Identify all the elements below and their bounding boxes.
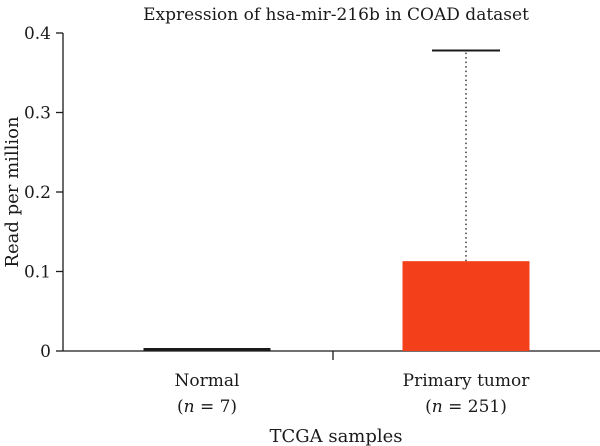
y-tick-label: 0.1 xyxy=(24,263,51,283)
category-label: Normal xyxy=(175,371,240,391)
bar-primary-tumor xyxy=(402,261,530,351)
category-n-label: (n = 251) xyxy=(425,397,507,417)
category-n-label: (n = 7) xyxy=(177,397,237,417)
y-axis: 0 0.1 0.2 0.3 0.4 xyxy=(24,24,64,362)
category-labels: Normal (n = 7) Primary tumor (n = 251) xyxy=(175,371,531,417)
bar-normal xyxy=(143,348,271,351)
x-axis-title: TCGA samples xyxy=(269,426,402,446)
x-axis xyxy=(63,350,600,360)
bars xyxy=(143,261,530,351)
y-axis-title: Read per million xyxy=(2,116,23,268)
y-tick-label: 0.3 xyxy=(24,104,51,124)
chart-title: Expression of hsa-mir-216b in COAD datas… xyxy=(143,5,529,25)
category-label: Primary tumor xyxy=(403,371,531,391)
y-tick-label: 0 xyxy=(40,342,51,362)
y-tick-label: 0.2 xyxy=(24,183,51,203)
error-bars xyxy=(432,49,500,262)
y-tick-label: 0.4 xyxy=(24,24,51,44)
